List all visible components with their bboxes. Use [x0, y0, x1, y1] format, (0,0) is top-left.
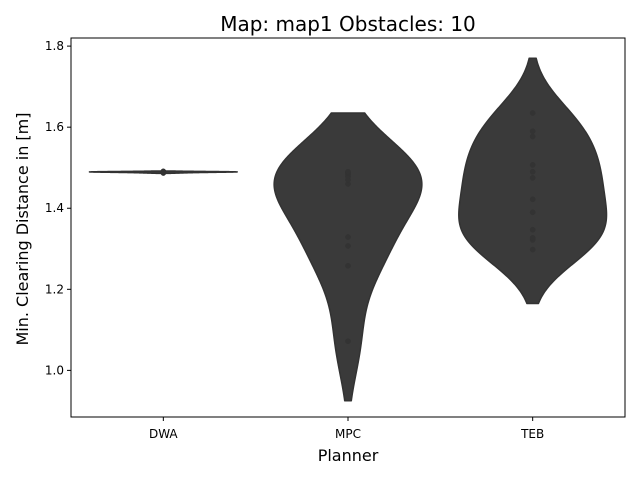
data-point-teb [529, 234, 536, 241]
data-point-teb [529, 133, 536, 140]
chart-title: Map: map1 Obstacles: 10 [220, 12, 476, 36]
data-point-teb [529, 196, 536, 203]
y-tick-label: 1.0 [45, 363, 64, 377]
data-point-teb [529, 162, 536, 168]
data-point-dwa [160, 168, 167, 175]
data-point-mpc [345, 234, 351, 240]
y-axis-label: Min. Clearing Distance in [m] [13, 112, 32, 345]
data-point-teb [529, 110, 536, 116]
data-point-mpc [345, 168, 351, 175]
x-axis-label: Planner [318, 446, 379, 465]
points-layer [160, 110, 536, 345]
data-point-mpc [345, 338, 351, 345]
data-point-mpc [345, 243, 351, 249]
y-tick-label: 1.4 [45, 201, 64, 215]
x-tick-label: DWA [149, 427, 178, 441]
violin-teb [458, 57, 608, 305]
data-point-teb [529, 246, 536, 253]
x-tick-label: MPC [335, 427, 361, 441]
data-point-teb [529, 226, 536, 233]
data-point-teb [529, 168, 536, 175]
violins-layer [88, 57, 608, 402]
data-point-teb [529, 174, 536, 181]
y-tick-label: 1.2 [45, 282, 64, 296]
y-tick-label: 1.8 [45, 39, 64, 53]
data-point-mpc [345, 262, 351, 269]
data-point-teb [529, 128, 536, 135]
y-axis-ticks: 1.0 1.2 1.4 1.6 1.8 [45, 39, 71, 377]
y-tick-label: 1.6 [45, 120, 64, 134]
x-tick-label: TEB [520, 427, 544, 441]
data-point-teb [529, 209, 536, 216]
violin-mpc [273, 112, 423, 402]
plot-area-frame [70, 37, 626, 418]
x-axis-ticks: DWA MPC TEB [149, 417, 544, 441]
